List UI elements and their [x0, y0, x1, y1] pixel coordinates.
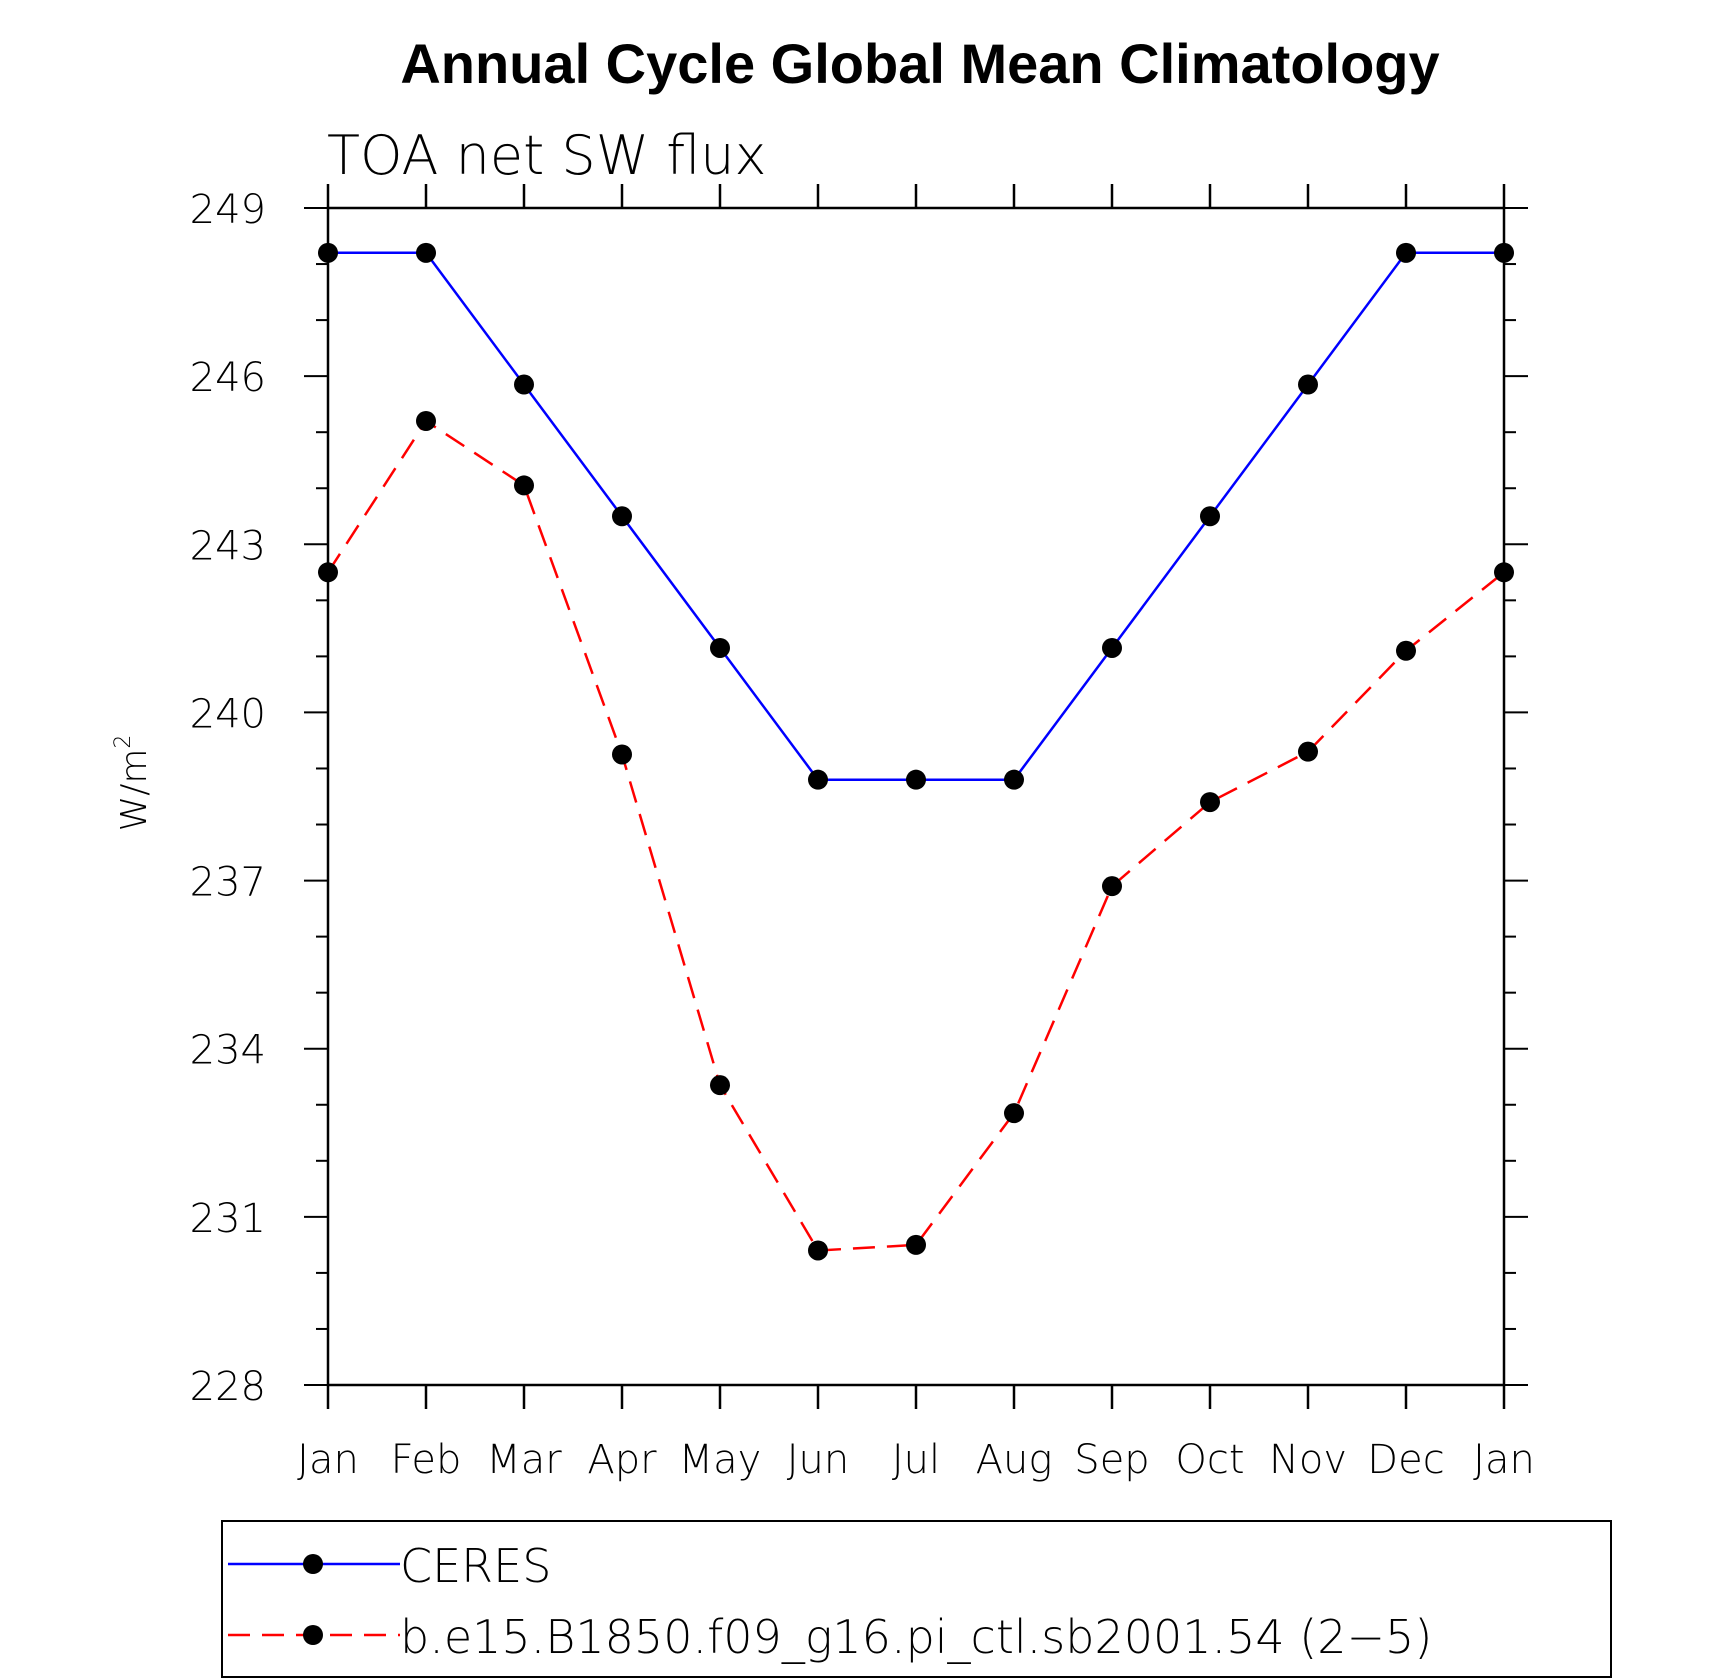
x-tick-label: Apr: [587, 1437, 657, 1483]
legend-label-ceres: CERES: [400, 1539, 551, 1593]
data-point: [906, 1234, 926, 1255]
data-point: [1004, 769, 1024, 790]
data-point: [808, 1240, 828, 1261]
axis-ticks: [304, 184, 1528, 1409]
data-point: [416, 242, 436, 263]
data-point: [318, 242, 338, 263]
data-point: [612, 506, 632, 527]
y-axis-label-text: W/m: [114, 749, 155, 832]
x-tick-label: Sep: [1074, 1437, 1149, 1483]
data-point: [1298, 741, 1318, 762]
data-point: [1200, 506, 1220, 527]
data-point: [416, 410, 436, 431]
x-tick-label: Jan: [1473, 1437, 1535, 1483]
chart-title: Annual Cycle Global Mean Climatology: [400, 32, 1439, 95]
y-tick-label: 243: [190, 523, 266, 569]
legend-marker-ceres: [303, 1554, 323, 1574]
data-point: [1102, 876, 1122, 897]
y-tick-labels: 228 231 234 237 240 243 246 249: [190, 187, 266, 1410]
data-point: [808, 769, 828, 790]
y-tick-label: 237: [190, 860, 266, 906]
x-tick-label: Feb: [391, 1437, 462, 1483]
svg-text:W/m2: W/m2: [111, 735, 155, 832]
data-point: [1494, 562, 1514, 583]
y-tick-label: 246: [190, 355, 266, 401]
y-tick-label: 234: [190, 1028, 266, 1074]
x-tick-label: Jan: [297, 1437, 359, 1483]
data-point: [318, 562, 338, 583]
x-tick-label: Dec: [1367, 1437, 1444, 1483]
series-line-1: [326, 419, 1505, 1252]
data-point: [1004, 1103, 1024, 1124]
data-point: [1494, 242, 1514, 263]
y-tick-label: 231: [190, 1196, 266, 1242]
y-tick-label: 228: [190, 1364, 266, 1410]
data-point: [1102, 637, 1122, 658]
y-axis-label: W/m2: [111, 735, 155, 832]
x-tick-labels: Jan Feb Mar Apr May Jun Jul Aug Sep Oct Nov Dec Jan: [297, 1437, 1535, 1483]
legend-label-model: b.e15.B1850.f09_g16.pi_ctl.sb2001.54 (2−…: [400, 1610, 1432, 1664]
data-point: [710, 637, 730, 658]
data-point: [1298, 374, 1318, 395]
legend-box: [221, 1520, 1612, 1678]
data-point: [1200, 792, 1220, 813]
plot-frame: [326, 206, 1506, 1387]
series-line-0: [328, 251, 1504, 781]
x-tick-label: Aug: [976, 1437, 1053, 1483]
x-tick-label: Jun: [787, 1437, 850, 1483]
y-tick-label: 240: [190, 691, 266, 737]
data-point: [1396, 640, 1416, 661]
data-point: [710, 1075, 730, 1096]
x-tick-label: May: [679, 1437, 762, 1483]
legend-marker-model: [303, 1625, 323, 1645]
x-tick-label: Nov: [1269, 1437, 1347, 1483]
y-axis-label-superscript: 2: [111, 735, 136, 749]
data-point: [612, 744, 632, 765]
chart-subtitle: TOA net SW flux: [327, 124, 766, 187]
legend: CERES b.e15.B1850.f09_g16.pi_ctl.sb2001.…: [221, 1520, 1612, 1678]
data-point: [514, 374, 534, 395]
x-tick-label: Mar: [486, 1437, 562, 1483]
data-point: [1396, 242, 1416, 263]
x-tick-label: Jul: [892, 1437, 940, 1483]
data-point: [514, 475, 534, 496]
data-series: [318, 242, 1514, 1261]
data-point: [906, 769, 926, 790]
y-tick-label: 249: [190, 187, 266, 233]
x-tick-label: Oct: [1175, 1437, 1244, 1483]
